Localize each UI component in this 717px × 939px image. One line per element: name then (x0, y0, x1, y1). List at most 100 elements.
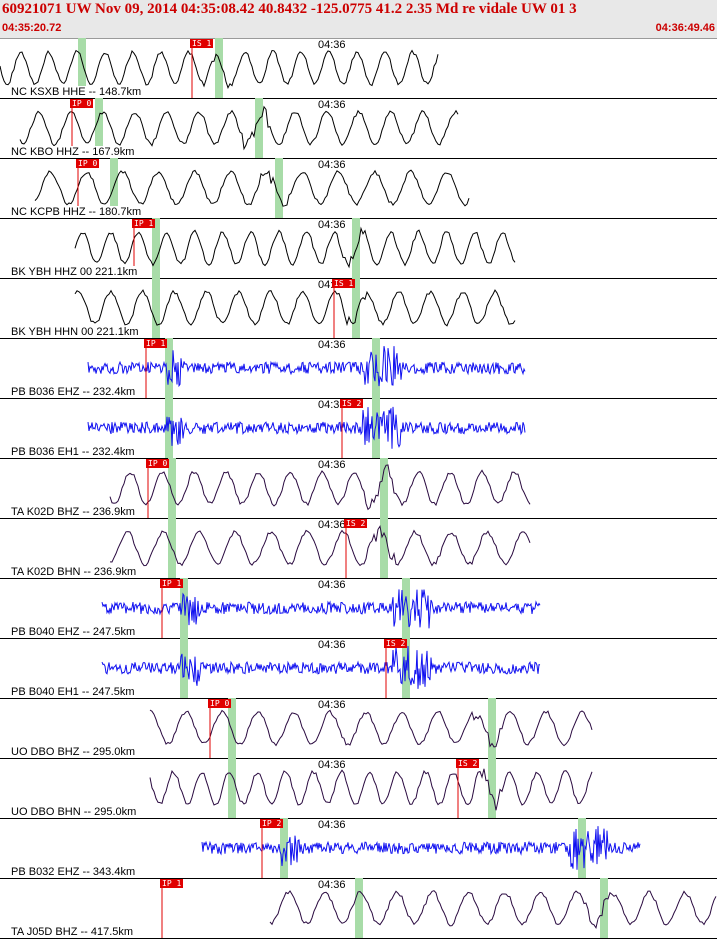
phase-window (402, 578, 410, 638)
seismogram-panel[interactable]: 04:36 IP 1 BK YBH HHZ 00 221.1km (0, 218, 717, 279)
phase-pick-flag[interactable]: IP 2 (260, 819, 284, 828)
seismogram-panel[interactable]: 04:36 IP 1 PB B040 EHZ -- 247.5km (0, 578, 717, 639)
minute-tick-label: 04:36 (318, 99, 346, 111)
waveform-plot (74, 278, 516, 338)
seismogram-panel[interactable]: 04:36 IS 2 PB B036 EH1 -- 232.4km (0, 398, 717, 459)
waveform-trace (101, 645, 541, 689)
waveform-trace (149, 768, 593, 811)
phase-pick-flag[interactable]: IS 2 (344, 519, 368, 528)
phase-pick-flag[interactable]: IP 1 (160, 579, 184, 588)
phase-pick-flag[interactable]: IS 1 (332, 279, 356, 288)
phase-window (255, 98, 263, 158)
seismogram-panel[interactable]: 04:36 IP 1 TA J05D BHZ -- 417.5km (0, 878, 717, 939)
phase-pick-flag[interactable]: IS 2 (340, 399, 364, 408)
minute-tick-label: 04:36 (318, 819, 346, 831)
phase-window (110, 158, 118, 218)
waveform-plot (0, 38, 439, 98)
seismogram-panel[interactable]: 04:36 IS 2 PB B040 EH1 -- 247.5km (0, 638, 717, 699)
channel-label: TA K02D BHZ -- 236.9km (10, 506, 136, 518)
phase-window (228, 698, 236, 758)
waveform-trace (109, 524, 531, 567)
waveform-plot (101, 638, 541, 698)
seismogram-panel[interactable]: 04:36 IP 0 NC KCPB HHZ -- 180.7km (0, 158, 717, 219)
waveform-plot (201, 818, 641, 878)
waveform-plot (87, 398, 526, 458)
channel-label: BK YBH HHN 00 221.1km (10, 326, 140, 338)
waveform-trace (149, 709, 593, 748)
waveform-plot (149, 758, 593, 818)
minute-tick-label: 04:36 (318, 339, 346, 351)
phase-window (215, 38, 223, 98)
phase-pick-flag[interactable]: IP 0 (208, 699, 232, 708)
waveform-trace (74, 226, 516, 269)
phase-pick-flag[interactable]: IP 1 (160, 879, 184, 888)
phase-pick-flag[interactable]: IP 1 (132, 219, 156, 228)
seismogram-panel[interactable]: 04:36 IP 0 TA K02D BHZ -- 236.9km (0, 458, 717, 519)
time-end-label: 04:36:49.46 (655, 22, 715, 34)
minute-tick-label: 04:36 (318, 39, 346, 51)
phase-window (95, 98, 103, 158)
seismogram-panel[interactable]: 04:36 IP 1 PB B036 EHZ -- 232.4km (0, 338, 717, 399)
waveform-plot (87, 338, 526, 398)
waveform-plot (109, 518, 531, 578)
phase-window (275, 158, 283, 218)
waveform-trace (269, 890, 717, 930)
channel-label: NC KSXB HHE -- 148.7km (10, 86, 143, 98)
seismogram-panel[interactable]: 04:36 IS 1 NC KSXB HHE -- 148.7km (0, 38, 717, 99)
channel-label: TA J05D BHZ -- 417.5km (10, 926, 135, 938)
waveform-trace (109, 464, 531, 511)
minute-tick-label: 04:36 (318, 639, 346, 651)
channel-label: PB B032 EHZ -- 343.4km (10, 866, 137, 878)
channel-label: UO DBO BHZ -- 295.0km (10, 746, 137, 758)
phase-pick-flag[interactable]: IS 1 (190, 39, 214, 48)
channel-label: PB B040 EH1 -- 247.5km (10, 686, 136, 698)
waveform-trace (34, 169, 470, 207)
header-bar: 60921071 UW Nov 09, 2014 04:35:08.42 40.… (0, 0, 717, 39)
seismogram-panel[interactable]: 04:36 IP 2 PB B032 EHZ -- 343.4km (0, 818, 717, 879)
channel-label: PB B040 EHZ -- 247.5km (10, 626, 137, 638)
phase-pick-flag[interactable]: IP 0 (70, 99, 94, 108)
phase-pick-flag[interactable]: IP 0 (76, 159, 100, 168)
time-start-label: 04:35:20.72 (2, 22, 62, 34)
waveform-plot (101, 578, 541, 638)
phase-window (380, 518, 388, 578)
phase-window (165, 338, 173, 398)
waveform-trace (87, 346, 526, 388)
channel-label: PB B036 EHZ -- 232.4km (10, 386, 137, 398)
minute-tick-label: 04:36 (318, 399, 346, 411)
phase-window (78, 38, 86, 98)
minute-tick-label: 04:36 (318, 459, 346, 471)
waveform-trace (201, 826, 641, 870)
waveform-plot (161, 878, 717, 938)
phase-window (488, 698, 496, 758)
phase-pick-flag[interactable]: IP 0 (146, 459, 170, 468)
channel-label: PB B036 EH1 -- 232.4km (10, 446, 136, 458)
phase-window (352, 218, 360, 278)
waveform-trace (19, 105, 459, 151)
phase-window (152, 278, 160, 338)
phase-window (380, 458, 388, 518)
waveform-plot (149, 698, 593, 758)
seismogram-panel[interactable]: 04:36 IP 0 UO DBO BHZ -- 295.0km (0, 698, 717, 759)
minute-tick-label: 04:36 (318, 579, 346, 591)
phase-window (372, 398, 380, 458)
phase-pick-flag[interactable]: IS 2 (384, 639, 408, 648)
seismogram-panel[interactable]: 04:36 IP 0 NC KBO HHZ -- 167.9km (0, 98, 717, 159)
phase-window (228, 758, 236, 818)
phase-window (600, 878, 608, 938)
phase-window (168, 458, 176, 518)
minute-tick-label: 04:36 (318, 519, 346, 531)
seismogram-panel[interactable]: 04:36 IS 2 TA K02D BHN -- 236.9km (0, 518, 717, 579)
minute-tick-label: 04:36 (318, 759, 346, 771)
waveform-trace (74, 289, 516, 327)
minute-tick-label: 04:36 (318, 699, 346, 711)
phase-pick-flag[interactable]: IS 2 (456, 759, 480, 768)
channel-label: UO DBO BHN -- 295.0km (10, 806, 138, 818)
phase-window (372, 338, 380, 398)
channel-label: NC KBO HHZ -- 167.9km (10, 146, 136, 158)
seismogram-panel[interactable]: 04:36 IS 2 UO DBO BHN -- 295.0km (0, 758, 717, 819)
channel-label: TA K02D BHN -- 236.9km (10, 566, 138, 578)
phase-pick-flag[interactable]: IP 1 (144, 339, 168, 348)
waveform-trace (0, 49, 439, 89)
